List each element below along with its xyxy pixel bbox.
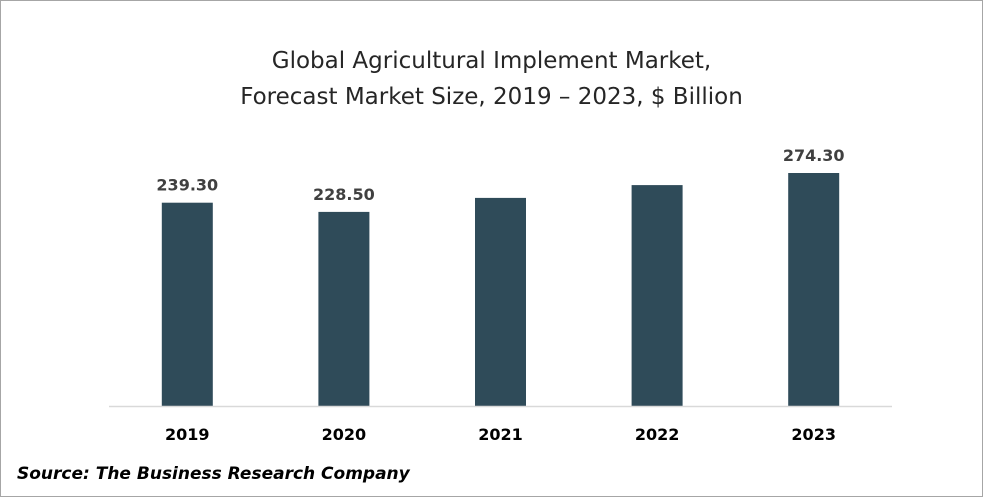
bars-group <box>161 173 840 406</box>
data-label-2023: 274.30 <box>783 146 845 165</box>
source-note: Source: The Business Research Company <box>17 464 410 484</box>
x-tick-2023: 2023 <box>791 425 836 444</box>
chart-subtitle: Forecast Market Size, 2019 – 2023, $ Bil… <box>240 84 743 110</box>
chart-title-block: Global Agricultural Implement Market, Fo… <box>1 43 982 115</box>
bar-2020 <box>318 211 370 406</box>
x-tick-2020: 2020 <box>322 425 367 444</box>
bar-2022 <box>631 185 683 406</box>
x-tick-2022: 2022 <box>635 425 680 444</box>
x-tick-2019: 2019 <box>165 425 210 444</box>
bar-2021 <box>475 197 526 406</box>
data-label-2020: 228.50 <box>313 185 375 204</box>
x-tick-labels-group: 2019 2020 2021 2022 2023 <box>165 425 836 444</box>
data-label-2019: 239.30 <box>156 176 218 195</box>
bar-2023 <box>788 173 840 406</box>
data-labels-group: 239.30 228.50 274.30 <box>156 146 844 204</box>
x-tick-2021: 2021 <box>478 425 523 444</box>
bar-2019 <box>161 202 213 406</box>
chart-title: Global Agricultural Implement Market, <box>271 48 712 74</box>
